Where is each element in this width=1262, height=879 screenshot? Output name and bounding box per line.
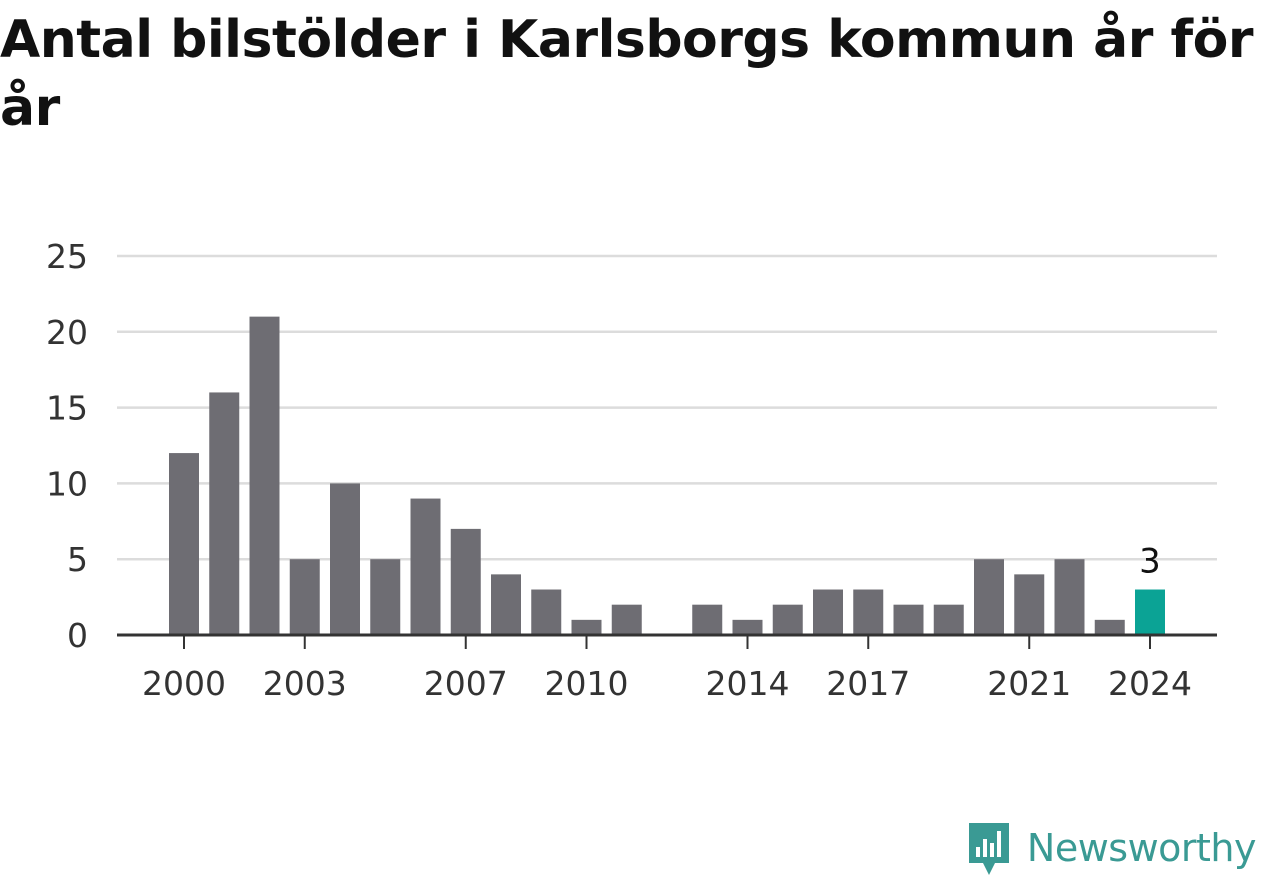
bar-2019	[933, 604, 964, 635]
bar-2008	[491, 574, 521, 635]
bar-2004	[330, 483, 360, 635]
bar-2017	[853, 589, 884, 635]
y-tick-label: 20	[46, 313, 88, 352]
bar-2016	[813, 589, 843, 635]
bars	[169, 316, 1165, 635]
x-tick-label: 2007	[424, 664, 508, 703]
bar-2023	[1094, 619, 1125, 635]
bar-2024	[1135, 589, 1165, 635]
newsworthy-logo-icon	[968, 823, 1009, 875]
bar-2011	[611, 604, 642, 635]
bar-2003	[289, 559, 320, 635]
bar-2018	[893, 604, 924, 635]
bar-2000	[169, 453, 199, 635]
bar-2006	[410, 498, 441, 635]
bar-2001	[209, 392, 240, 635]
y-tick-label: 25	[46, 237, 88, 276]
x-tick-label: 2021	[987, 664, 1071, 703]
grid-lines	[117, 254, 1217, 561]
bar-2005	[370, 559, 401, 635]
bar-2010	[571, 619, 602, 635]
y-tick-label: 5	[67, 540, 88, 579]
bar-2021	[1014, 574, 1045, 635]
bar-2020	[974, 559, 1004, 635]
x-tick-label: 2003	[263, 664, 347, 703]
data-label-2024: 3	[1139, 542, 1161, 582]
bar-2002	[249, 316, 280, 635]
bar-2009	[531, 589, 562, 635]
bar-2013	[692, 604, 723, 635]
y-tick-label: 15	[46, 389, 88, 428]
x-tick-label: 2010	[545, 664, 629, 703]
chart-title: Antal bilstölder i Karlsborgs kommun år …	[0, 10, 1253, 138]
brand-name: Newsworthy	[1026, 826, 1257, 870]
bar-2022	[1054, 559, 1085, 635]
x-tick-label: 2000	[142, 664, 226, 703]
data-labels: 3	[1139, 542, 1161, 582]
y-axis-tick-labels: 0 5 10 15 20 25	[46, 237, 88, 655]
bar-2014	[732, 619, 763, 635]
bar-2007	[450, 528, 481, 635]
y-tick-label: 0	[67, 616, 88, 655]
x-axis-tick-labels: 2000 2003 2007 2010 2014 2017 2021 2024	[142, 635, 1192, 703]
x-tick-label: 2024	[1108, 664, 1192, 703]
brand: Newsworthy	[965, 819, 1257, 877]
y-tick-label: 10	[46, 464, 88, 503]
x-tick-label: 2017	[826, 664, 910, 703]
x-tick-label: 2014	[706, 664, 790, 703]
bar-2015	[772, 604, 803, 635]
